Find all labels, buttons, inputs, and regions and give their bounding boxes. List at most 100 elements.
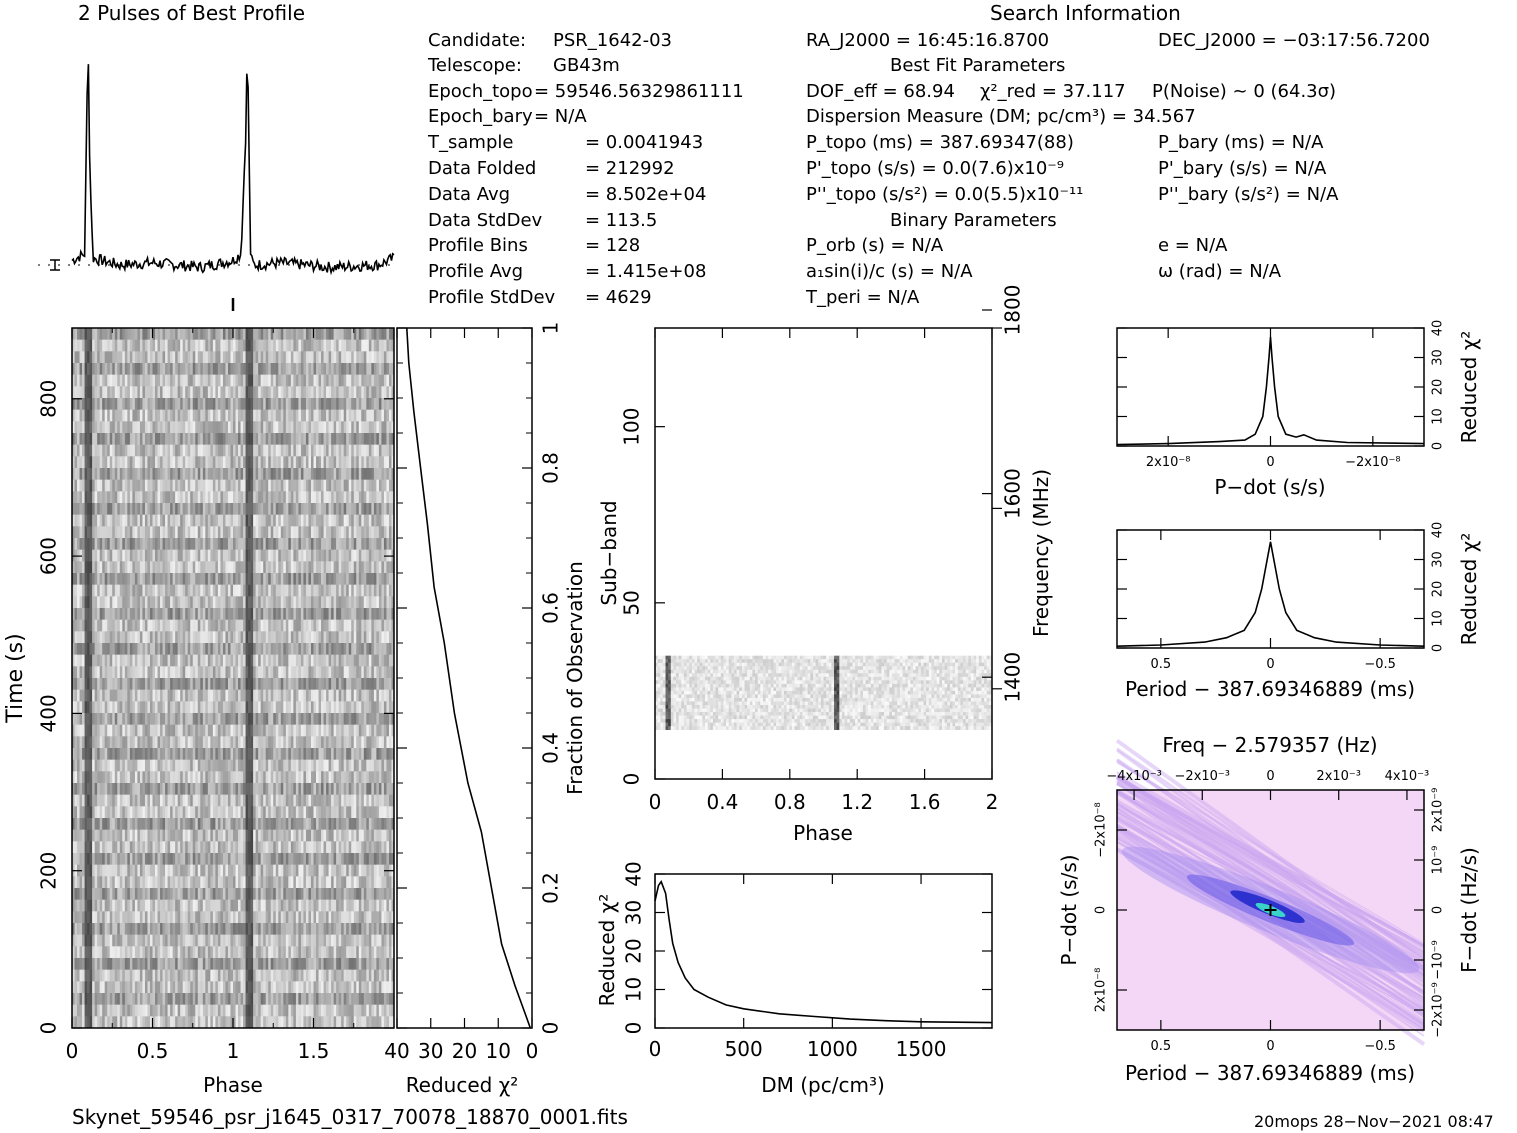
heat-cell — [127, 374, 131, 387]
heat-cell — [318, 724, 322, 737]
heat-cell — [336, 339, 339, 352]
heat-cell — [238, 643, 241, 655]
heat-cell — [263, 643, 267, 655]
heat-cell — [323, 514, 327, 527]
heat-cell — [253, 561, 256, 574]
heat-cell — [338, 456, 342, 469]
heat-cell — [207, 374, 211, 387]
heat-cell — [321, 479, 324, 492]
heat-cell — [190, 573, 194, 585]
heat-cell — [215, 759, 219, 772]
heat-cell — [348, 491, 352, 504]
heat-cell — [303, 363, 307, 375]
heat-cell — [363, 748, 367, 760]
heat-cell — [313, 503, 317, 515]
heat-cell — [109, 631, 113, 644]
heat-cell — [285, 398, 289, 410]
heat-cell — [129, 701, 133, 714]
heat-cell — [331, 538, 334, 550]
heat-cell — [248, 456, 251, 469]
heat-cell — [74, 619, 78, 632]
heat-cell — [270, 549, 274, 562]
heat-cell — [323, 363, 327, 375]
heat-cell — [104, 666, 108, 679]
heat-cell — [313, 631, 317, 644]
heat-cell — [167, 678, 171, 690]
heat-cell — [351, 643, 355, 655]
heat-cell — [132, 479, 136, 492]
heat-cell — [167, 713, 171, 725]
heat-cell — [94, 339, 98, 352]
heat-cell — [361, 386, 365, 399]
heat-cell — [207, 444, 211, 457]
heat-cell — [255, 701, 259, 714]
heat-cell — [366, 689, 370, 702]
heat-cell — [300, 503, 304, 515]
heat-cell — [293, 444, 297, 457]
heat-cell — [316, 666, 319, 679]
heat-cell — [142, 748, 146, 760]
heat-cell — [263, 759, 267, 772]
heat-cell — [378, 409, 382, 422]
heat-cell — [371, 526, 375, 539]
heat-cell — [243, 596, 246, 609]
heat-cell — [321, 549, 324, 562]
heat-cell — [84, 526, 88, 539]
heat-cell — [333, 608, 337, 620]
heat-cell — [114, 584, 118, 597]
heat-cell — [293, 503, 297, 515]
heat-cell — [310, 351, 314, 364]
heat-cell — [356, 549, 360, 562]
heat-cell — [333, 759, 337, 772]
heat-cell — [92, 759, 95, 772]
heat-cell — [373, 724, 377, 737]
heat-cell — [129, 328, 133, 340]
heat-cell — [323, 503, 327, 515]
heat-cell — [263, 736, 267, 749]
heat-cell — [84, 444, 88, 457]
heat-cell — [200, 666, 204, 679]
heat-cell — [74, 421, 78, 434]
heat-cell — [112, 549, 116, 562]
heat-cell — [243, 363, 246, 375]
heat-cell — [336, 713, 339, 725]
heat-cell — [341, 526, 344, 539]
heat-cell — [72, 736, 75, 749]
heat-cell — [280, 444, 284, 457]
heat-cell — [333, 573, 337, 585]
heat-cell — [270, 584, 274, 597]
heat-cell — [139, 479, 143, 492]
heat-cell — [283, 631, 287, 644]
heat-cell — [89, 631, 93, 644]
heat-cell — [89, 433, 93, 445]
heat-cell — [139, 619, 143, 632]
heat-cell — [358, 444, 362, 457]
heat-cell — [263, 619, 267, 632]
heat-cell — [84, 409, 88, 422]
heat-cell — [72, 608, 75, 620]
heat-cell — [381, 678, 385, 690]
heat-cell — [89, 643, 93, 655]
heat-cell — [97, 491, 100, 504]
info-dm: Dispersion Measure (DM; pc/cm³) = 34.567 — [806, 106, 1196, 127]
heat-cell — [202, 713, 206, 725]
heat-cell — [192, 596, 196, 609]
heat-cell — [137, 549, 141, 562]
heat-cell — [383, 724, 387, 737]
heat-cell — [142, 689, 146, 702]
heat-cell — [210, 514, 214, 527]
heat-cell — [84, 374, 88, 387]
heat-cell — [268, 514, 272, 527]
heat-cell — [288, 398, 292, 410]
heat-cell — [268, 596, 272, 609]
heat-cell — [195, 724, 199, 737]
heat-cell — [202, 468, 206, 480]
heat-cell — [129, 479, 133, 492]
heat-cell — [331, 724, 334, 737]
heat-cell — [167, 456, 171, 469]
heat-cell — [303, 444, 307, 457]
heat-cell — [238, 759, 241, 772]
heat-cell — [162, 631, 166, 644]
heat-cell — [321, 374, 324, 387]
heat-cell — [134, 643, 138, 655]
